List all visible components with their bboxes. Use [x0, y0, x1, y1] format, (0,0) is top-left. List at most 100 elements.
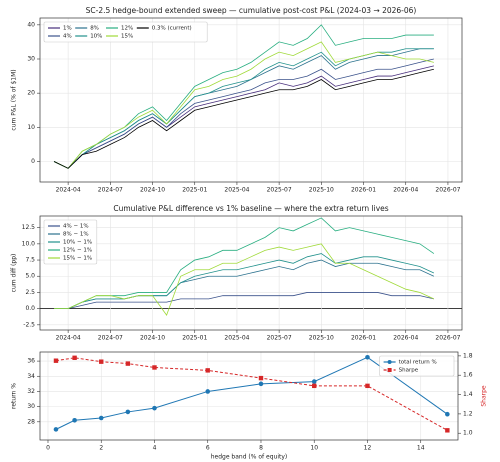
marker [205, 368, 210, 373]
y2-axis-label: Sharpe [481, 385, 488, 407]
marker [365, 355, 370, 360]
legend-box [43, 219, 98, 265]
series-line [53, 24, 434, 169]
x-axis-label: hedge band (% of equity) [211, 454, 288, 461]
legend-label: 4% [63, 34, 72, 40]
legend-label: 8% − 1% [63, 232, 89, 238]
x-tick-label: 2024-10 [140, 187, 165, 194]
x-tick-label: 4 [153, 445, 157, 452]
legend-label: 15% − 1% [63, 256, 92, 262]
legend-box [379, 355, 455, 377]
marker [152, 365, 157, 370]
y-tick-label: 30 [27, 56, 35, 63]
panel-title: Cumulative P&L difference vs 1% baseline… [113, 204, 388, 213]
y-tick-label: 28 [27, 418, 35, 425]
legend-label: Sharpe [399, 368, 419, 374]
series-line [54, 253, 435, 310]
series-line [53, 68, 434, 169]
y-tick-label: 7.5 [25, 257, 35, 264]
y2-tick-label: 1.8 [463, 352, 473, 359]
marker [99, 359, 104, 364]
series-line [55, 356, 448, 430]
y-tick-label: 40 [27, 21, 35, 28]
y-tick-label: 5.0 [25, 273, 35, 280]
x-tick-label: 2025-04 [224, 187, 249, 194]
legend-label: 4% − 1% [63, 224, 89, 230]
y-tick-label: 10.0 [22, 240, 36, 247]
x-tick-label: 2025-10 [309, 187, 334, 194]
legend-marker [387, 368, 392, 372]
x-tick-label: 2026-07 [435, 335, 460, 342]
marker [125, 409, 131, 415]
x-tick-label: 2025-07 [267, 187, 292, 194]
x-tick-label: 2024-04 [56, 187, 81, 194]
marker [312, 383, 317, 389]
y-axis-label: cum diff (pp) [11, 254, 18, 293]
y-axis-label: return % [11, 383, 18, 409]
y-tick-label: 0.0 [25, 305, 35, 312]
legend-label: 12% [121, 26, 133, 32]
panel-title: SC-2.5 hedge-bound extended sweep — cumu… [86, 6, 417, 15]
legend-label: 8% [90, 26, 99, 32]
x-tick-label: 2024-04 [56, 335, 81, 342]
legend-box [43, 21, 208, 43]
y-tick-label: 0 [31, 158, 35, 165]
x-tick-label: 2026-01 [351, 187, 376, 194]
marker [445, 411, 450, 417]
marker [72, 417, 77, 423]
y-tick-label: 36 [27, 358, 35, 365]
series-line [54, 217, 435, 310]
y-tick-label: -2.5 [23, 321, 35, 328]
series-line [53, 48, 434, 169]
y-tick-label: 32 [27, 388, 35, 395]
marker [72, 355, 77, 361]
legend-marker [387, 360, 392, 364]
marker [258, 381, 264, 387]
x-tick-label: 2026-01 [351, 335, 376, 342]
series-line [54, 243, 435, 316]
marker [365, 383, 370, 389]
marker [205, 389, 211, 394]
x-tick-label: 6 [206, 445, 210, 452]
marker [311, 379, 317, 384]
marker [53, 358, 59, 363]
x-tick-label: 2026-04 [393, 335, 418, 342]
legend-label: 15% [121, 34, 133, 40]
x-tick-label: 2025-10 [309, 335, 334, 342]
y-tick-label: 2.5 [25, 289, 35, 296]
x-tick-label: 2024-07 [98, 187, 123, 194]
x-tick-label: 2026-07 [435, 187, 460, 194]
x-tick-label: 2025-04 [224, 335, 249, 342]
marker [445, 428, 450, 433]
y-tick-label: 12.5 [22, 224, 36, 231]
x-tick-label: 8 [259, 445, 263, 452]
plot-frame [39, 17, 463, 183]
legend-label: 0.3% (current) [152, 26, 192, 32]
y2-tick-label: 1.4 [463, 391, 473, 398]
legend-label: 10% − 1% [63, 240, 92, 246]
y-tick-label: 34 [27, 373, 35, 380]
x-tick-label: 2025-07 [267, 335, 292, 342]
x-tick-label: 2025-01 [182, 187, 207, 194]
marker [125, 361, 131, 366]
x-tick-label: 10 [310, 445, 318, 452]
series-line [54, 259, 435, 310]
marker [258, 375, 264, 381]
series-line [55, 357, 448, 431]
y-axis-label: cum P&L (% of $1M) [11, 69, 18, 130]
series-line [53, 48, 434, 169]
x-tick-label: 2025-01 [182, 335, 207, 342]
marker [152, 405, 157, 411]
legend-label: 12% − 1% [63, 248, 92, 254]
x-tick-label: 14 [417, 445, 425, 452]
x-tick-label: 0 [46, 445, 50, 452]
y2-tick-label: 1.0 [463, 430, 473, 437]
y-tick-label: 30 [27, 403, 35, 410]
legend-label: 1% [63, 26, 72, 32]
series-line [54, 292, 434, 310]
y-tick-label: 20 [27, 90, 35, 97]
marker [98, 415, 104, 421]
x-tick-label: 12 [364, 445, 372, 452]
x-tick-label: 2024-07 [98, 335, 123, 342]
